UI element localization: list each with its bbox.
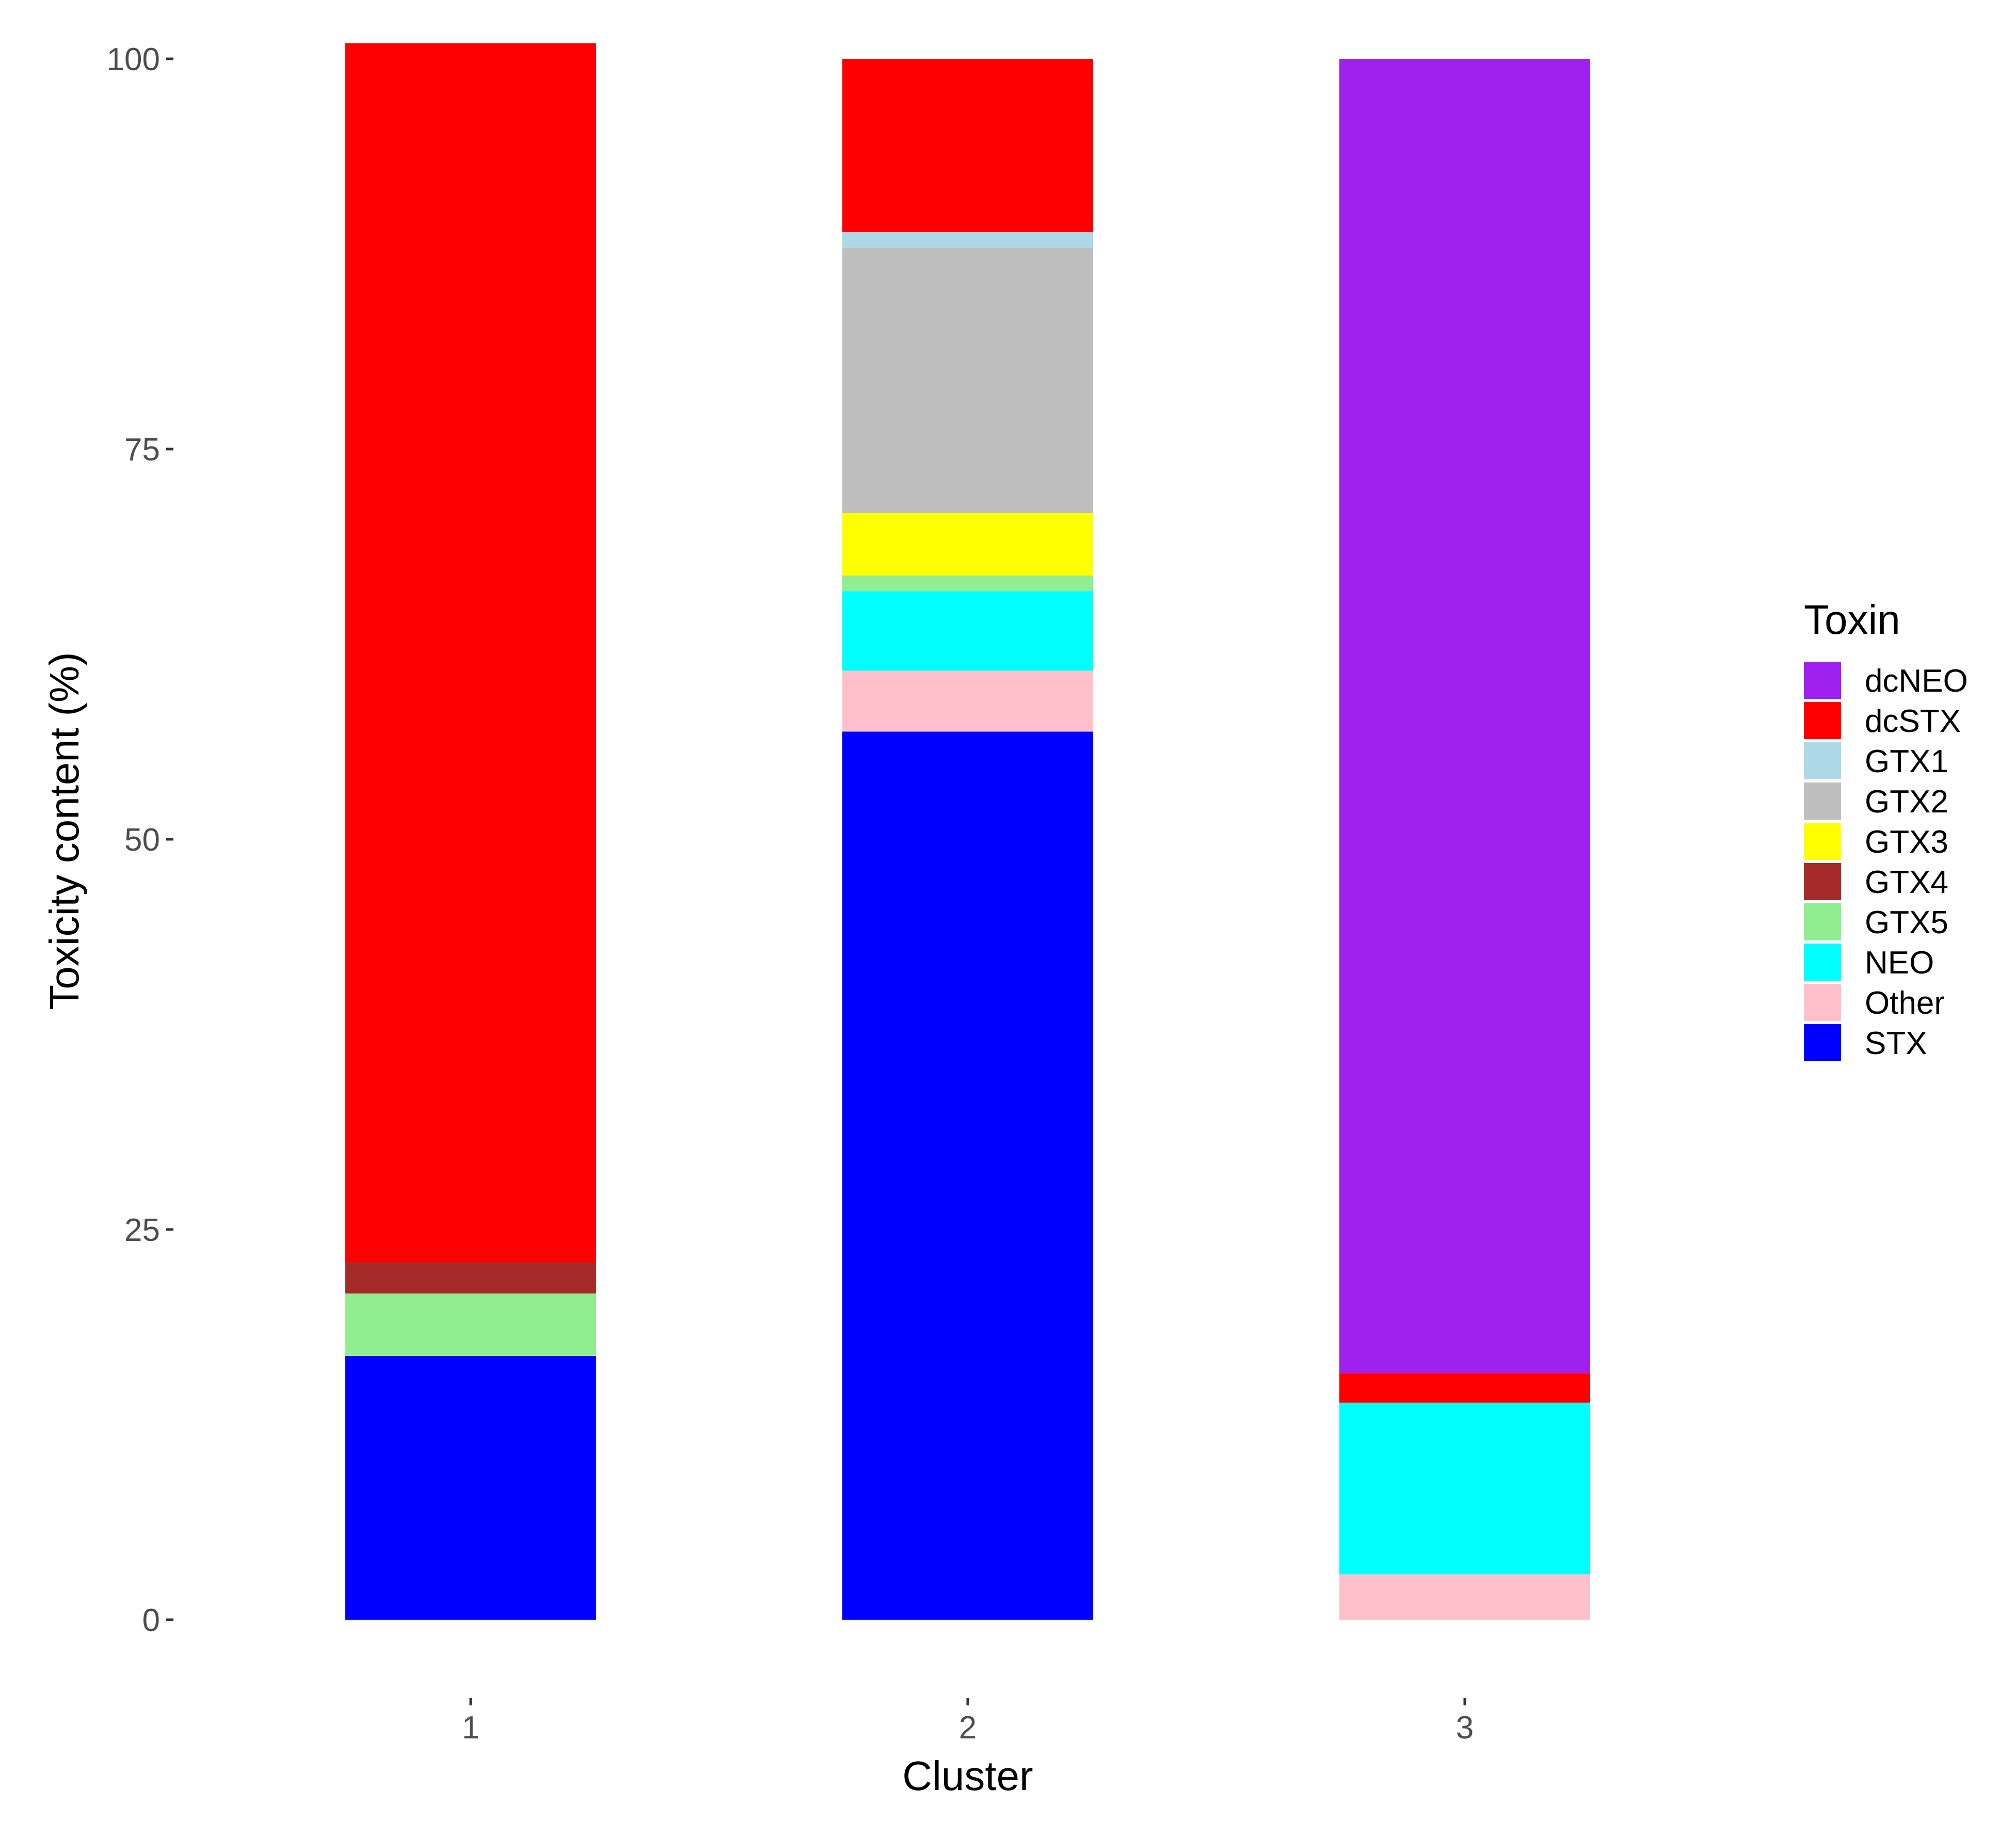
y-tick-label: 100 xyxy=(107,42,160,77)
bar-segment-gtx3-cluster-2 xyxy=(842,513,1093,576)
legend-items: dcNEO dcSTX GTX1 GTX2 GTX3 GTX4 GTX5 NEO Other ST… xyxy=(1804,662,1968,1061)
legend: Toxin dcNEO dcSTX GTX1 GTX2 GTX3 GTX4 GTX5 NEO O… xyxy=(1804,597,1968,1061)
bar-segment-gtx5-cluster-2 xyxy=(842,575,1093,592)
legend-key-gtx1 xyxy=(1804,742,1841,779)
bar-segment-other-cluster-2 xyxy=(842,670,1093,732)
x-axis-title: Cluster xyxy=(902,1753,1033,1799)
bar-segment-dcstx-cluster-2 xyxy=(842,59,1093,232)
legend-label-dcstx: dcSTX xyxy=(1865,704,1961,739)
y-axis-title: Toxicity content (%) xyxy=(41,652,87,1010)
legend-key-gtx3 xyxy=(1804,823,1841,860)
y-axis: 0 25 50 75 100 xyxy=(107,42,173,1638)
legend-label-gtx3: GTX3 xyxy=(1865,824,1948,860)
legend-key-other xyxy=(1804,984,1841,1021)
x-axis: 1 2 3 xyxy=(462,1698,1474,1746)
legend-label-neo: NEO xyxy=(1865,945,1934,981)
legend-title: Toxin xyxy=(1804,597,1900,643)
legend-label-gtx2: GTX2 xyxy=(1865,784,1948,820)
y-tick-label: 0 xyxy=(142,1603,160,1638)
bar-segment-dcstx-cluster-3 xyxy=(1339,1373,1590,1403)
legend-key-dcneo xyxy=(1804,662,1841,699)
bar-segment-gtx5-cluster-1 xyxy=(345,1293,596,1356)
bar-segment-gtx2-cluster-2 xyxy=(842,247,1093,513)
x-tick-label: 2 xyxy=(959,1710,977,1746)
legend-key-neo xyxy=(1804,944,1841,981)
legend-label-gtx5: GTX5 xyxy=(1865,905,1948,940)
legend-key-gtx2 xyxy=(1804,782,1841,820)
bar-segment-neo-cluster-3 xyxy=(1339,1402,1590,1575)
y-tick-label: 75 xyxy=(124,432,160,468)
y-tick-label: 50 xyxy=(124,822,160,858)
bar-segment-other-cluster-3 xyxy=(1339,1574,1590,1620)
x-tick-label: 3 xyxy=(1456,1710,1474,1746)
bar-segment-dcneo-cluster-3 xyxy=(1339,59,1590,1373)
legend-label-gtx4: GTX4 xyxy=(1865,865,1948,900)
legend-label-stx: STX xyxy=(1865,1026,1927,1061)
y-tick-label: 25 xyxy=(124,1212,160,1248)
bar-segment-stx-cluster-2 xyxy=(842,731,1093,1620)
bar-segment-gtx4-cluster-1 xyxy=(345,1262,596,1293)
legend-key-gtx4 xyxy=(1804,863,1841,900)
legend-key-stx xyxy=(1804,1024,1841,1061)
bar-segment-gtx1-cluster-2 xyxy=(842,232,1093,248)
legend-key-gtx5 xyxy=(1804,903,1841,940)
bars-layer xyxy=(345,43,1590,1620)
x-tick-label: 1 xyxy=(462,1710,479,1746)
legend-label-dcneo: dcNEO xyxy=(1865,663,1968,699)
bar-segment-dcstx-cluster-1 xyxy=(345,43,596,1263)
legend-label-other: Other xyxy=(1865,985,1945,1021)
bar-segment-neo-cluster-2 xyxy=(842,591,1093,671)
legend-key-dcstx xyxy=(1804,702,1841,739)
bar-segment-stx-cluster-1 xyxy=(345,1355,596,1620)
legend-label-gtx1: GTX1 xyxy=(1865,744,1948,779)
